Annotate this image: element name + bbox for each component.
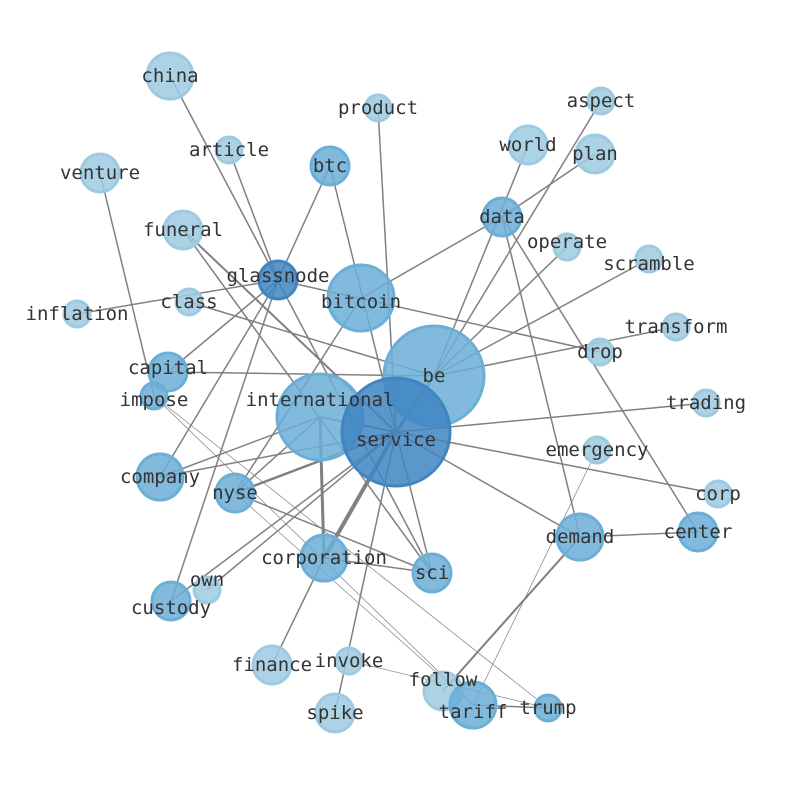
node-plan[interactable] bbox=[574, 133, 616, 175]
node-label-tariff: tariff bbox=[439, 701, 508, 723]
edge-glassnode-company bbox=[159, 279, 279, 478]
node-label-data: data bbox=[479, 206, 525, 228]
node-label-china: china bbox=[141, 65, 198, 87]
edge-glassnode-capital bbox=[167, 279, 279, 373]
node-label-bitcoin: bitcoin bbox=[321, 291, 401, 313]
node-label-class: class bbox=[160, 291, 217, 313]
node-label-finance: finance bbox=[232, 654, 312, 676]
node-label-article: article bbox=[189, 139, 269, 161]
node-label-drop: drop bbox=[577, 341, 623, 363]
node-data[interactable] bbox=[481, 196, 523, 238]
edge-be-aspect bbox=[433, 100, 602, 377]
node-label-corporation: corporation bbox=[261, 547, 387, 569]
node-china[interactable] bbox=[145, 51, 195, 101]
labels: china article product aspect world plan ventur… bbox=[26, 65, 747, 724]
node-label-impose: impose bbox=[120, 389, 189, 411]
edge-china-sci bbox=[169, 75, 433, 574]
node-glassnode[interactable] bbox=[257, 259, 299, 301]
node-nyse[interactable] bbox=[214, 472, 256, 514]
edge-glassnode-btc bbox=[277, 165, 331, 281]
node-label-demand: demand bbox=[546, 526, 615, 548]
node-label-center: center bbox=[664, 521, 733, 543]
node-tariff[interactable] bbox=[448, 680, 498, 730]
node-label-invoke: invoke bbox=[315, 650, 384, 672]
node-trading[interactable] bbox=[691, 388, 721, 418]
node-sci[interactable] bbox=[411, 552, 453, 594]
node-label-glassnode: glassnode bbox=[227, 265, 330, 287]
node-finance[interactable] bbox=[251, 644, 293, 686]
node-service[interactable] bbox=[340, 376, 452, 488]
node-label-emergency: emergency bbox=[546, 439, 649, 461]
node-label-company: company bbox=[120, 466, 200, 488]
node-label-world: world bbox=[499, 134, 556, 156]
node-funeral[interactable] bbox=[162, 209, 204, 251]
node-label-operate: operate bbox=[527, 231, 607, 253]
edge-glassnode-custody bbox=[170, 279, 279, 602]
node-product[interactable] bbox=[363, 93, 393, 123]
edge-demand-follow bbox=[442, 536, 581, 692]
node-world[interactable] bbox=[507, 124, 549, 166]
edge-data-demand bbox=[501, 216, 581, 538]
node-label-aspect: aspect bbox=[567, 90, 636, 112]
node-corporation[interactable] bbox=[299, 533, 349, 583]
node-demand[interactable] bbox=[555, 512, 605, 562]
node-label-scramble: scramble bbox=[603, 253, 695, 275]
nodes bbox=[62, 51, 733, 734]
node-aspect[interactable] bbox=[586, 86, 616, 116]
node-label-capital: capital bbox=[128, 357, 208, 379]
node-label-service: service bbox=[356, 429, 436, 451]
node-article[interactable] bbox=[214, 135, 244, 165]
node-trump[interactable] bbox=[533, 693, 563, 723]
node-label-venture: venture bbox=[60, 162, 140, 184]
node-label-funeral: funeral bbox=[143, 219, 223, 241]
node-label-transform: transform bbox=[625, 316, 728, 338]
node-emergency[interactable] bbox=[582, 435, 612, 465]
edge-data-center bbox=[501, 216, 699, 533]
node-label-inflation: inflation bbox=[26, 303, 129, 325]
node-corp[interactable] bbox=[703, 479, 733, 509]
node-label-follow: follow bbox=[409, 669, 478, 691]
node-custody[interactable] bbox=[150, 580, 192, 622]
edge-venture-impose bbox=[99, 172, 155, 397]
node-label-trump: trump bbox=[519, 697, 576, 719]
node-spike[interactable] bbox=[314, 692, 356, 734]
node-label-trading: trading bbox=[666, 392, 746, 414]
node-invoke[interactable] bbox=[334, 646, 364, 676]
node-drop[interactable] bbox=[585, 337, 615, 367]
edge-nyse-tariff bbox=[234, 492, 474, 706]
node-label-be: be bbox=[423, 365, 446, 387]
node-label-sci: sci bbox=[415, 562, 449, 584]
node-label-international: international bbox=[246, 389, 395, 411]
edge-impose-trump bbox=[153, 395, 549, 709]
node-label-nyse: nyse bbox=[212, 482, 258, 504]
node-company[interactable] bbox=[135, 452, 185, 502]
node-label-plan: plan bbox=[572, 143, 618, 165]
node-center[interactable] bbox=[677, 511, 719, 553]
node-label-custody: custody bbox=[131, 597, 211, 619]
node-label-product: product bbox=[338, 97, 418, 119]
node-capital[interactable] bbox=[147, 351, 189, 393]
edge-nyse-sci bbox=[234, 492, 433, 574]
node-venture[interactable] bbox=[79, 152, 121, 194]
node-impose[interactable] bbox=[139, 381, 169, 411]
edge-glassnode-article bbox=[228, 149, 279, 281]
node-label-spike: spike bbox=[306, 702, 363, 724]
node-scramble[interactable] bbox=[634, 244, 664, 274]
node-label-corp: corp bbox=[695, 483, 741, 505]
node-label-btc: btc bbox=[313, 155, 347, 177]
node-operate[interactable] bbox=[552, 232, 582, 262]
node-label-own: own bbox=[190, 569, 224, 591]
edge-emergency-tariff bbox=[472, 449, 598, 706]
node-class[interactable] bbox=[174, 287, 204, 317]
node-btc[interactable] bbox=[309, 145, 351, 187]
node-inflation[interactable] bbox=[62, 299, 92, 329]
node-transform[interactable] bbox=[661, 312, 691, 342]
node-bitcoin[interactable] bbox=[326, 263, 396, 333]
node-own[interactable] bbox=[192, 575, 222, 605]
